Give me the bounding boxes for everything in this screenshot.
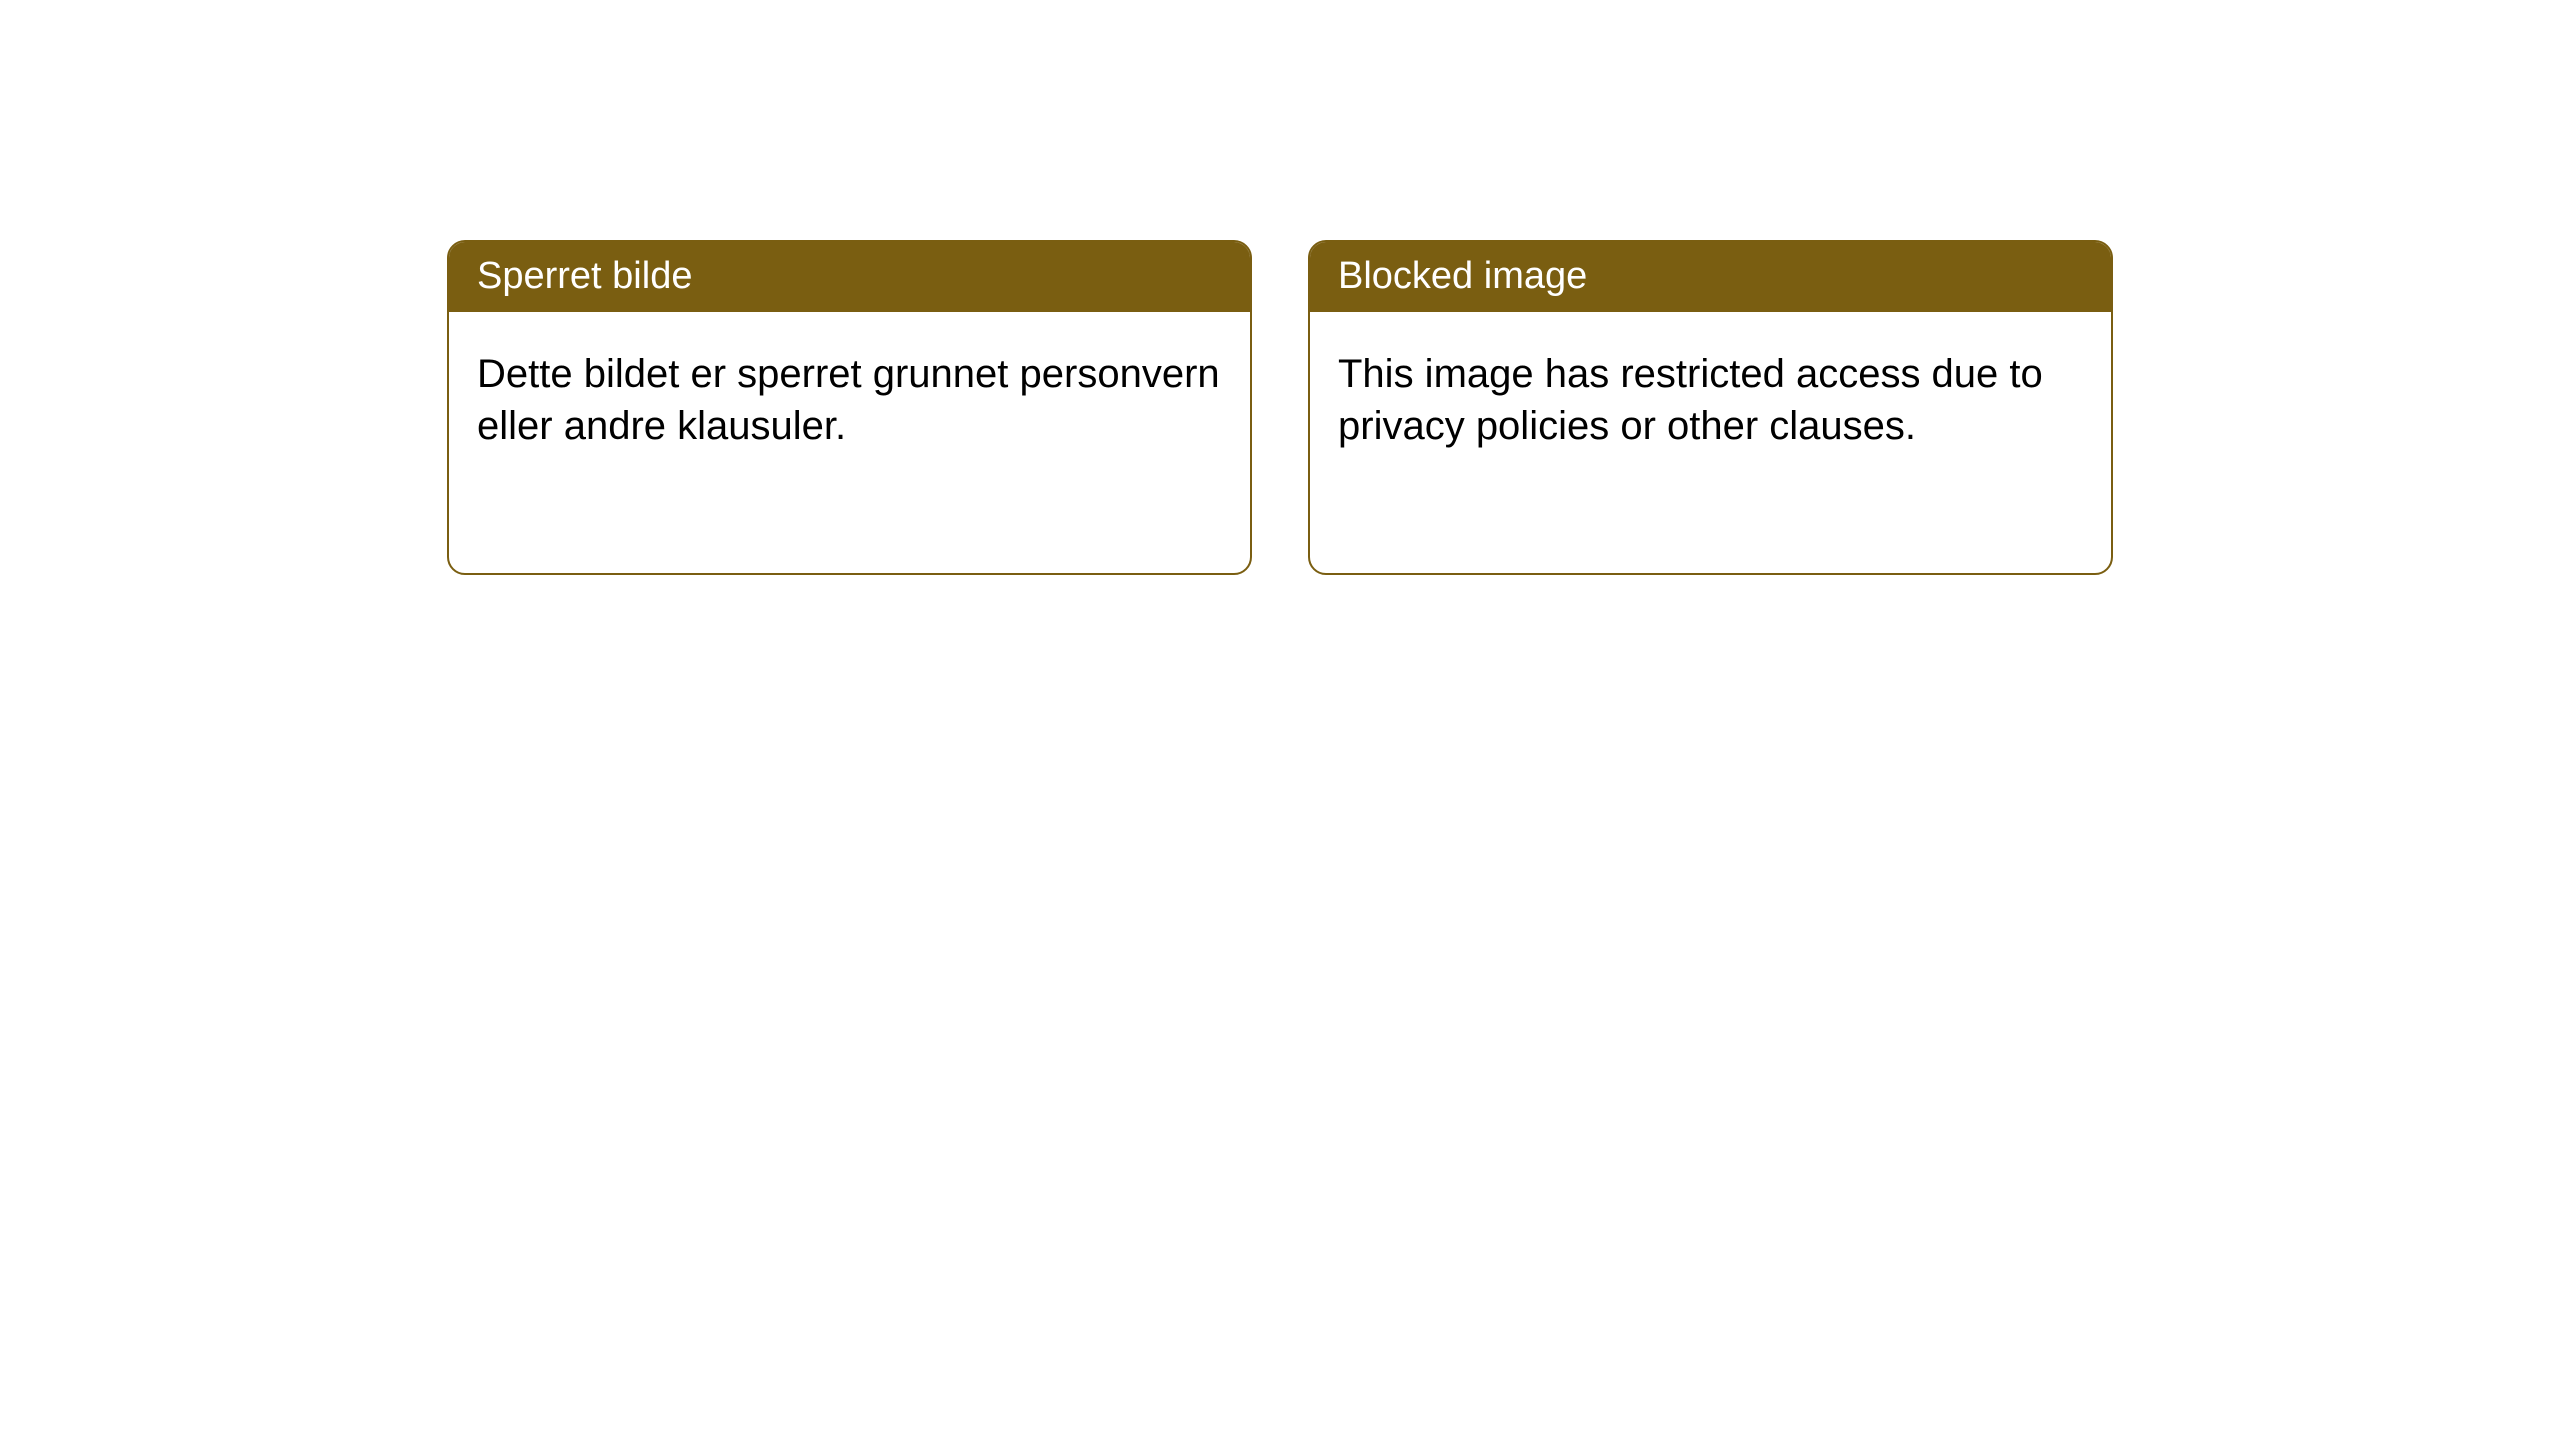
notice-body: This image has restricted access due to … bbox=[1310, 312, 2111, 488]
notice-card-norwegian: Sperret bilde Dette bildet er sperret gr… bbox=[447, 240, 1252, 575]
notice-body: Dette bildet er sperret grunnet personve… bbox=[449, 312, 1250, 488]
notice-container: Sperret bilde Dette bildet er sperret gr… bbox=[447, 240, 2113, 575]
notice-title: Sperret bilde bbox=[449, 242, 1250, 312]
notice-title: Blocked image bbox=[1310, 242, 2111, 312]
notice-card-english: Blocked image This image has restricted … bbox=[1308, 240, 2113, 575]
